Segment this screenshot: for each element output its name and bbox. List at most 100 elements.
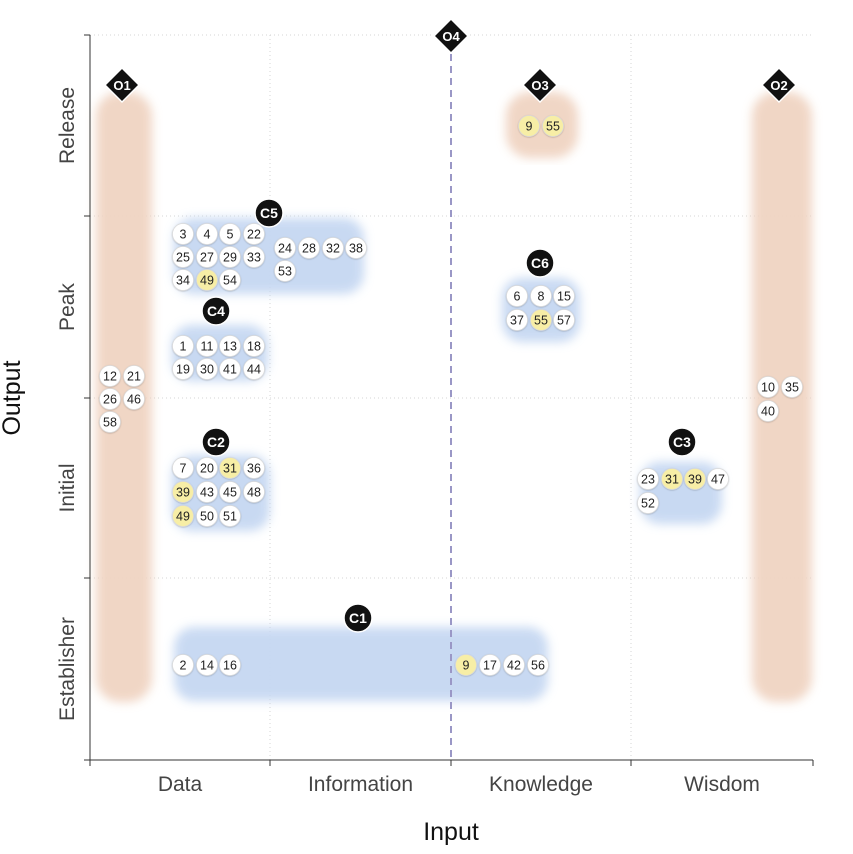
data-point: 11	[196, 335, 218, 357]
data-point-label: 53	[278, 265, 292, 279]
data-point-label: 55	[546, 120, 560, 134]
cluster-badge-label: C5	[260, 205, 278, 221]
data-point-marker	[196, 654, 218, 676]
cluster-badge-c3: C3	[667, 427, 697, 457]
data-point-marker	[196, 223, 218, 245]
data-point-label: 48	[247, 486, 261, 500]
data-point-marker	[123, 365, 145, 387]
outlier-badge-marker	[103, 66, 141, 104]
data-point-marker	[172, 505, 194, 527]
data-point: 52	[637, 492, 659, 514]
data-point: 35	[781, 376, 803, 398]
data-point: 58	[99, 411, 121, 433]
data-point-label: 39	[688, 473, 702, 487]
data-point-label: 22	[247, 228, 261, 242]
data-point-marker	[345, 237, 367, 259]
cluster-badge-c5: C5	[254, 198, 284, 228]
data-point-label: 12	[103, 370, 117, 384]
data-point-marker	[172, 457, 194, 479]
data-point-label: 15	[557, 290, 571, 304]
cluster-badge-c2: C2	[201, 427, 231, 457]
cluster-badge-marker	[201, 427, 231, 457]
data-point-label: 18	[247, 340, 261, 354]
data-point: 48	[243, 481, 265, 503]
data-point-marker	[196, 246, 218, 268]
data-point-label: 4	[204, 228, 211, 242]
data-point: 3	[172, 223, 194, 245]
data-point-label: 43	[200, 486, 214, 500]
data-point: 40	[757, 400, 779, 422]
outlier-region-o2	[752, 92, 812, 702]
data-point-label: 58	[103, 416, 117, 430]
data-point-marker	[172, 654, 194, 676]
outlier-badge-label: O2	[770, 78, 787, 93]
data-point-label: 37	[510, 314, 524, 328]
outlier-region-o3	[506, 92, 578, 158]
data-point: 54	[219, 269, 241, 291]
data-point-label: 51	[223, 510, 237, 524]
data-point-marker	[243, 246, 265, 268]
data-point: 44	[243, 358, 265, 380]
data-point-label: 42	[507, 659, 521, 673]
data-point: 33	[243, 246, 265, 268]
outlier-badge-label: O1	[113, 78, 130, 93]
data-point: 10	[757, 376, 779, 398]
data-point-marker	[219, 654, 241, 676]
data-point-label: 40	[761, 405, 775, 419]
data-point: 21	[123, 365, 145, 387]
data-point-label: 33	[247, 251, 261, 265]
data-point: 20	[196, 457, 218, 479]
outlier-badge-o1: O1	[103, 66, 141, 104]
cluster-badge-marker	[343, 603, 373, 633]
data-point-marker	[274, 260, 296, 282]
data-point-label: 38	[349, 242, 363, 256]
outlier-badge-o3: O3	[521, 66, 559, 104]
data-point-label: 47	[711, 473, 725, 487]
data-point-label: 31	[665, 473, 679, 487]
data-point: 17	[479, 654, 501, 676]
data-point-label: 52	[641, 497, 655, 511]
data-point-marker	[530, 309, 552, 331]
cluster-badge-c4: C4	[201, 296, 231, 326]
data-point: 51	[219, 505, 241, 527]
data-point-label: 29	[223, 251, 237, 265]
data-point: 13	[219, 335, 241, 357]
data-point-label: 19	[176, 363, 190, 377]
outlier-badge-marker	[760, 66, 798, 104]
outlier-badge-marker	[521, 66, 559, 104]
x-tick-label: Wisdom	[684, 773, 760, 796]
y-axis-label: Output	[0, 360, 26, 435]
data-point: 38	[345, 237, 367, 259]
data-point-label: 21	[127, 370, 141, 384]
data-point-marker	[172, 246, 194, 268]
data-point-marker	[243, 481, 265, 503]
data-point-marker	[298, 237, 320, 259]
y-tick-label: Establisher	[56, 617, 79, 721]
data-point-marker	[542, 115, 564, 137]
data-point: 39	[684, 468, 706, 490]
data-point-marker	[243, 223, 265, 245]
data-point: 31	[661, 468, 683, 490]
data-point: 1	[172, 335, 194, 357]
cluster-badge-label: C2	[207, 434, 225, 450]
data-point: 49	[172, 505, 194, 527]
data-point-label: 13	[223, 340, 237, 354]
data-point-marker	[99, 388, 121, 410]
data-point-marker	[707, 468, 729, 490]
data-point-marker	[274, 237, 296, 259]
data-point-marker	[172, 358, 194, 380]
outlier-badge-label: O4	[442, 29, 460, 44]
data-point: 47	[707, 468, 729, 490]
data-point-marker	[219, 358, 241, 380]
data-point: 45	[219, 481, 241, 503]
data-point: 9	[455, 654, 477, 676]
marker-layer: C1 C2 C3 C4 C5 C6 O1 O2 O3 O4	[103, 17, 798, 760]
data-point-marker	[172, 269, 194, 291]
data-point-marker	[99, 365, 121, 387]
axis-layer: Data Information Knowledge Wisdom Establishe…	[0, 34, 814, 846]
data-point: 5	[219, 223, 241, 245]
data-point-label: 34	[176, 274, 190, 288]
data-point-marker	[243, 457, 265, 479]
data-point-marker	[219, 335, 241, 357]
